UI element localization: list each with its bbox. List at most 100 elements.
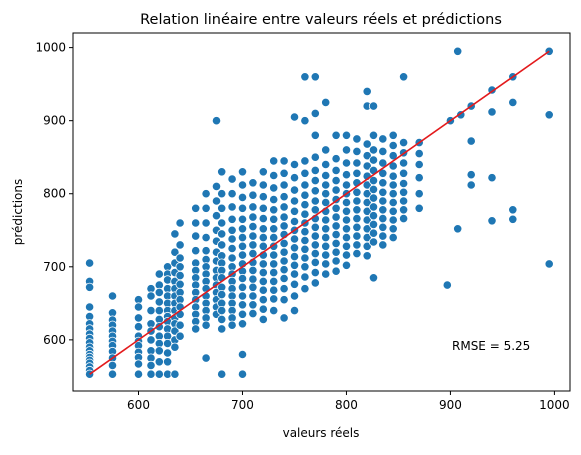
- data-point: [378, 134, 388, 144]
- data-point: [289, 185, 300, 195]
- data-point: [258, 203, 268, 213]
- data-point: [362, 139, 372, 149]
- data-point: [175, 320, 185, 330]
- data-point: [321, 224, 331, 234]
- data-point: [331, 185, 341, 195]
- data-point: [279, 212, 289, 222]
- data-point: [237, 250, 248, 260]
- data-point: [388, 140, 398, 151]
- chart-title: Relation linéaire entre valeurs réels et…: [140, 12, 502, 28]
- data-point: [310, 240, 320, 250]
- x-tick-label: 600: [127, 398, 150, 412]
- data-point: [388, 180, 398, 190]
- data-point: [487, 107, 497, 117]
- data-point: [310, 222, 320, 232]
- data-point: [201, 233, 211, 243]
- data-point: [279, 284, 289, 294]
- data-point: [544, 259, 554, 269]
- data-point: [321, 241, 331, 251]
- data-point: [368, 145, 379, 155]
- data-point: [310, 186, 320, 196]
- data-point: [217, 324, 227, 334]
- data-point: [258, 259, 268, 269]
- data-point: [258, 214, 268, 224]
- data-point: [269, 183, 279, 193]
- data-point: [310, 231, 320, 241]
- data-point: [310, 108, 320, 119]
- data-point: [398, 196, 409, 206]
- data-point: [279, 265, 289, 275]
- data-point: [300, 190, 310, 200]
- data-point: [258, 192, 268, 202]
- data-point: [269, 233, 279, 243]
- data-point: [175, 240, 185, 250]
- data-point: [133, 322, 144, 332]
- data-point: [248, 265, 258, 275]
- x-tick-label: 1000: [539, 398, 570, 412]
- data-point: [175, 270, 185, 281]
- data-point: [170, 369, 180, 379]
- data-point: [201, 353, 211, 363]
- data-point: [154, 269, 164, 279]
- rmse-annotation: RMSE = 5.25: [452, 339, 530, 353]
- data-point: [133, 359, 144, 369]
- data-point: [237, 291, 248, 301]
- data-point: [258, 314, 268, 324]
- data-point: [154, 369, 164, 379]
- data-point: [362, 241, 372, 251]
- data-point: [201, 246, 211, 256]
- data-point: [453, 224, 463, 234]
- data-point: [146, 369, 156, 379]
- data-point: [237, 309, 248, 319]
- data-point: [258, 241, 268, 251]
- data-point: [237, 349, 248, 360]
- data-point: [331, 256, 341, 266]
- data-point: [378, 205, 388, 215]
- data-point: [300, 168, 310, 178]
- data-point: [191, 231, 201, 241]
- data-point: [248, 274, 258, 284]
- data-point: [269, 294, 279, 304]
- data-point: [321, 250, 331, 260]
- data-point: [362, 161, 372, 171]
- plot-frame: [72, 32, 571, 392]
- data-point: [341, 145, 352, 155]
- data-point: [279, 247, 289, 257]
- data-point: [388, 151, 398, 161]
- data-point: [310, 130, 320, 140]
- data-point: [341, 233, 352, 243]
- data-point: [217, 314, 227, 324]
- data-point: [269, 276, 279, 286]
- data-point: [279, 238, 289, 248]
- data-point: [279, 192, 289, 202]
- data-point: [279, 295, 289, 305]
- y-tick-label: 1000: [35, 41, 66, 55]
- data-point: [341, 250, 352, 260]
- data-point: [279, 156, 289, 166]
- data-point: [388, 224, 398, 234]
- data-point: [279, 180, 289, 190]
- data-point: [289, 206, 300, 216]
- data-point: [289, 260, 300, 270]
- data-point: [237, 192, 248, 202]
- data-point: [331, 230, 341, 240]
- data-point: [331, 266, 341, 276]
- data-point: [237, 300, 248, 310]
- data-point: [279, 221, 289, 231]
- data-point: [378, 231, 388, 241]
- data-point: [201, 203, 211, 213]
- data-point: [269, 195, 279, 205]
- data-point: [279, 256, 289, 266]
- data-point: [341, 180, 352, 190]
- data-point: [211, 181, 222, 191]
- data-point: [248, 231, 258, 241]
- data-point: [248, 240, 258, 250]
- data-point: [362, 189, 372, 199]
- data-point: [300, 262, 310, 272]
- data-point: [453, 46, 463, 56]
- data-point: [321, 159, 331, 170]
- data-point: [258, 180, 268, 190]
- data-point: [362, 197, 372, 208]
- data-point: [217, 167, 227, 177]
